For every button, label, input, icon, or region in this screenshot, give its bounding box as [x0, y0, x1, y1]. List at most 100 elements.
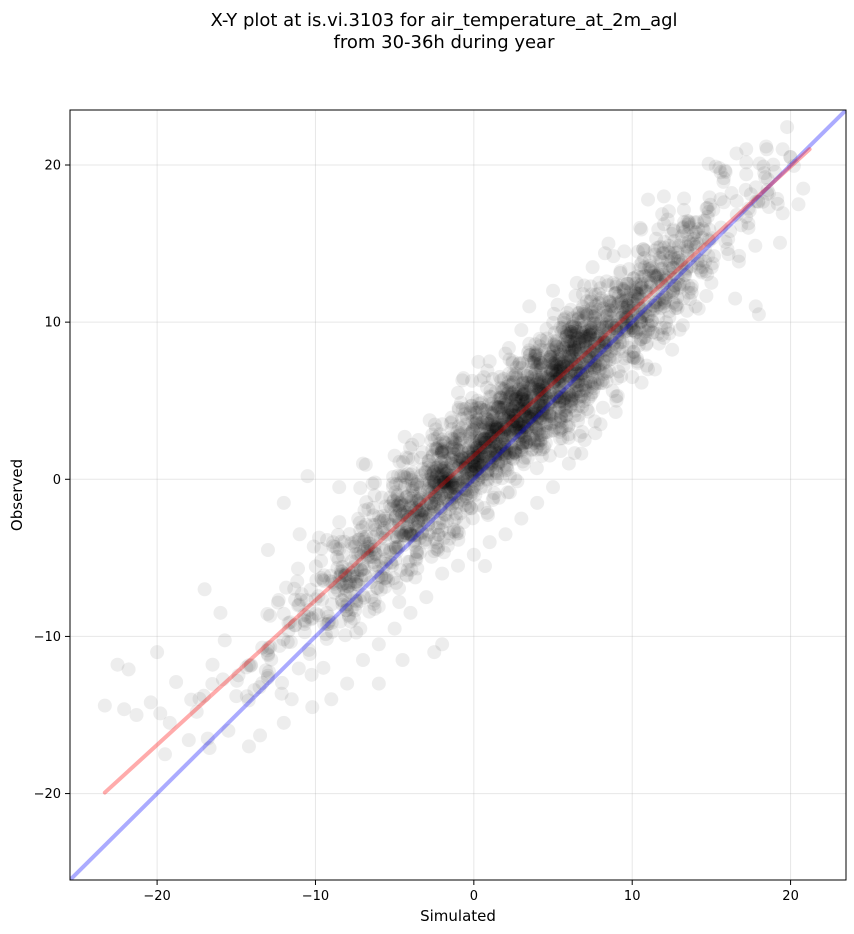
scatter-point — [502, 389, 517, 404]
scatter-point — [239, 689, 254, 704]
scatter-point — [619, 317, 634, 332]
scatter-point — [509, 420, 524, 435]
scatter-point — [260, 543, 275, 557]
scatter-point — [515, 384, 530, 399]
scatter-point — [567, 326, 582, 341]
scatter-point — [496, 437, 511, 452]
scatter-point — [501, 409, 516, 424]
scatter-point — [628, 285, 643, 300]
scatter-point — [396, 468, 411, 483]
scatter-point — [617, 244, 632, 259]
scatter-point — [494, 471, 509, 486]
scatter-point — [473, 373, 488, 388]
scatter-point — [418, 464, 433, 479]
scatter-point — [573, 345, 588, 360]
scatter-point — [529, 421, 544, 436]
scatter-point — [518, 384, 533, 399]
scatter-point — [535, 442, 550, 457]
scatter-point — [571, 366, 586, 381]
scatter-point — [552, 424, 567, 439]
scatter-point — [400, 512, 415, 527]
scatter-point — [571, 384, 586, 399]
scatter-point — [422, 524, 437, 539]
scatter-point — [357, 532, 372, 547]
scatter-point — [695, 221, 710, 236]
scatter-point — [379, 570, 394, 585]
scatter-point — [392, 581, 407, 596]
scatter-point — [608, 299, 623, 314]
scatter-point — [385, 558, 400, 573]
scatter-point — [561, 418, 576, 433]
scatter-point — [718, 234, 733, 249]
scatter-point — [562, 350, 577, 365]
scatter-point — [495, 430, 510, 445]
scatter-point — [481, 417, 496, 432]
scatter-point — [229, 673, 244, 688]
scatter-point — [475, 446, 490, 461]
scatter-point — [729, 207, 744, 222]
scatter-point — [334, 568, 349, 583]
scatter-point — [491, 400, 506, 415]
scatter-point — [680, 243, 695, 258]
scatter-point — [575, 356, 590, 371]
scatter-point — [511, 382, 526, 397]
scatter-point — [517, 387, 532, 402]
scatter-point — [438, 436, 453, 450]
scatter-point — [665, 342, 680, 357]
scatter-point — [297, 614, 312, 629]
scatter-point — [579, 328, 594, 343]
scatter-point — [506, 391, 521, 406]
scatter-point — [518, 432, 533, 447]
scatter-point — [609, 318, 624, 333]
scatter-point — [370, 526, 385, 541]
scatter-point — [669, 297, 684, 312]
scatter-point — [361, 536, 376, 551]
scatter-point — [490, 421, 505, 436]
scatter-point — [570, 330, 585, 345]
scatter-point — [609, 393, 624, 408]
scatter-point — [545, 350, 560, 365]
scatter-point — [693, 263, 708, 278]
scatter-point — [573, 325, 588, 340]
scatter-point — [374, 490, 389, 505]
scatter-point — [349, 594, 364, 609]
scatter-point — [637, 260, 652, 275]
scatter-point — [505, 375, 520, 390]
scatter-point — [169, 675, 184, 689]
scatter-point — [291, 661, 306, 676]
scatter-point — [514, 360, 529, 375]
scatter-point — [471, 439, 486, 454]
scatter-point — [434, 445, 449, 460]
scatter-point — [488, 419, 503, 434]
scatter-point — [577, 278, 592, 293]
scatter-point — [331, 583, 346, 598]
scatter-point — [614, 369, 629, 384]
scatter-point — [477, 422, 492, 437]
scatter-point — [445, 485, 460, 500]
scatter-point — [288, 592, 303, 607]
scatter-point — [559, 408, 574, 423]
scatter-point — [528, 345, 543, 360]
scatter-point — [349, 596, 364, 611]
scatter-point — [766, 157, 781, 172]
scatter-point — [553, 444, 568, 459]
scatter-point — [475, 435, 490, 450]
scatter-point — [614, 296, 629, 311]
scatter-point — [489, 463, 504, 478]
scatter-point — [656, 246, 671, 261]
scatter-point — [540, 377, 555, 392]
scatter-point — [276, 632, 291, 647]
scatter-point — [276, 495, 291, 510]
scatter-point — [505, 387, 520, 402]
x-tick-label: −20 — [143, 889, 170, 904]
scatter-point — [583, 279, 598, 294]
scatter-point — [465, 423, 480, 438]
scatter-point — [377, 521, 392, 536]
scatter-point — [409, 552, 424, 567]
scatter-point — [559, 328, 574, 343]
scatter-point — [571, 343, 586, 358]
scatter-point — [537, 381, 552, 396]
scatter-point — [529, 370, 544, 385]
scatter-point — [518, 435, 533, 450]
scatter-point — [478, 479, 493, 494]
